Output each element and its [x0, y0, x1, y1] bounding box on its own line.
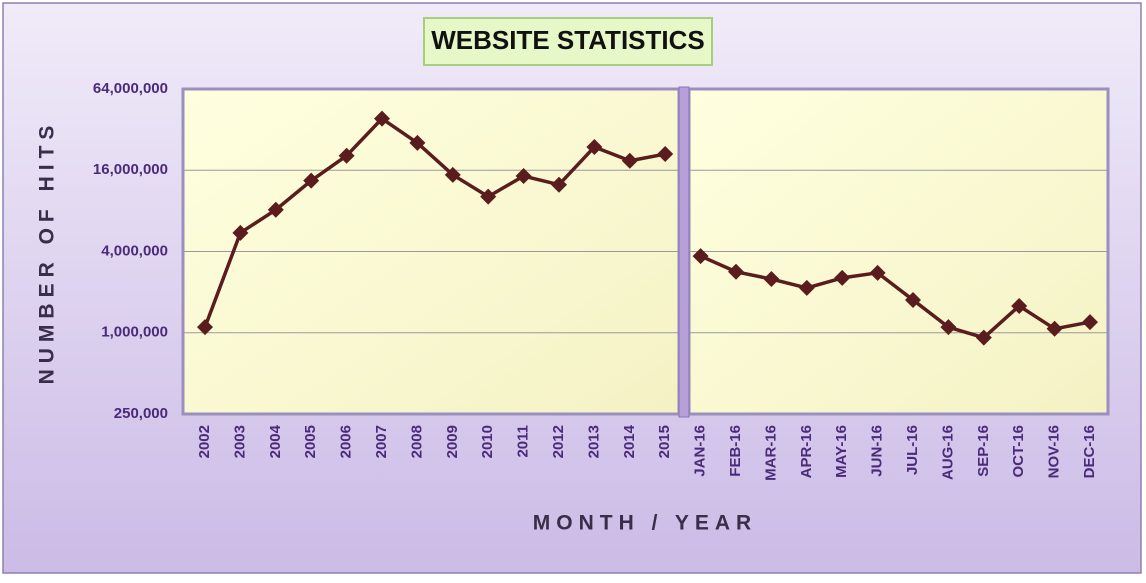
y-tick-label: 1,000,000	[101, 324, 168, 341]
marker	[834, 269, 851, 286]
x-tick-label: 2003	[231, 425, 248, 458]
marker	[692, 248, 709, 265]
marker	[267, 201, 284, 218]
x-tick-label: 2011	[515, 425, 532, 458]
marker	[1011, 297, 1028, 314]
y-axis-label: NUMBER OF HITS	[36, 120, 59, 385]
marker	[197, 319, 213, 336]
x-tick-label: APR-16	[798, 425, 815, 478]
x-tick-label: 2014	[621, 424, 638, 458]
x-tick-label: NOV-16	[1046, 425, 1063, 478]
x-tick-label: 2010	[479, 425, 496, 458]
x-tick-label: 2004	[267, 424, 284, 458]
y-tick-label: 16,000,000	[93, 161, 168, 178]
marker	[515, 168, 532, 185]
x-tick-label: 2015	[656, 425, 673, 458]
line	[203, 116, 666, 328]
divider	[678, 86, 690, 418]
y-tick-label: 4,000,000	[101, 242, 168, 259]
marker	[728, 263, 744, 280]
marker	[338, 147, 355, 164]
x-tick-label: 2012	[550, 425, 567, 458]
x-axis-label: MONTH / YEAR	[533, 512, 757, 535]
x-tick-label: DEC-16	[1081, 425, 1098, 478]
marker	[409, 134, 426, 151]
marker	[798, 279, 815, 296]
marker	[480, 188, 497, 205]
x-tick-label: MAR-16	[762, 425, 779, 481]
marker	[551, 176, 567, 193]
x-tick-label: 2013	[585, 425, 602, 458]
y-tick-label: 250,000	[114, 405, 168, 422]
x-tick-label: OCT-16	[1010, 425, 1027, 478]
marker	[975, 329, 992, 346]
marker	[232, 224, 249, 241]
marker	[657, 146, 674, 163]
title-box	[423, 17, 713, 66]
x-tick-label: 2008	[408, 425, 425, 458]
marker	[869, 264, 886, 281]
x-tick-label: AUG-16	[939, 425, 956, 480]
marker	[303, 172, 320, 189]
x-tick-label: 2002	[196, 425, 213, 458]
y-tick-label: 64,000,000	[93, 80, 168, 97]
x-tick-label: 2007	[373, 425, 390, 458]
marker	[621, 152, 638, 169]
chart-title: WEBSITE STATISTICS	[431, 25, 704, 55]
marker	[940, 319, 957, 336]
marker	[1046, 320, 1063, 337]
x-tick-label: 2005	[302, 425, 319, 458]
x-tick-label: MAY-16	[833, 425, 850, 478]
x-tick-label: JAN-16	[692, 425, 709, 477]
x-tick-label: JUN-16	[869, 425, 886, 477]
x-tick-label: FEB-16	[727, 425, 744, 477]
marker	[763, 271, 780, 288]
marker	[444, 166, 461, 183]
x-tick-label: JUL-16	[904, 425, 921, 475]
marker	[586, 138, 603, 155]
x-tick-label: SEP-16	[975, 425, 992, 477]
x-tick-label: 2009	[444, 425, 461, 458]
marker	[905, 291, 921, 308]
x-tick-label: 2006	[338, 425, 355, 458]
marker	[374, 110, 390, 127]
marker	[1082, 314, 1098, 331]
